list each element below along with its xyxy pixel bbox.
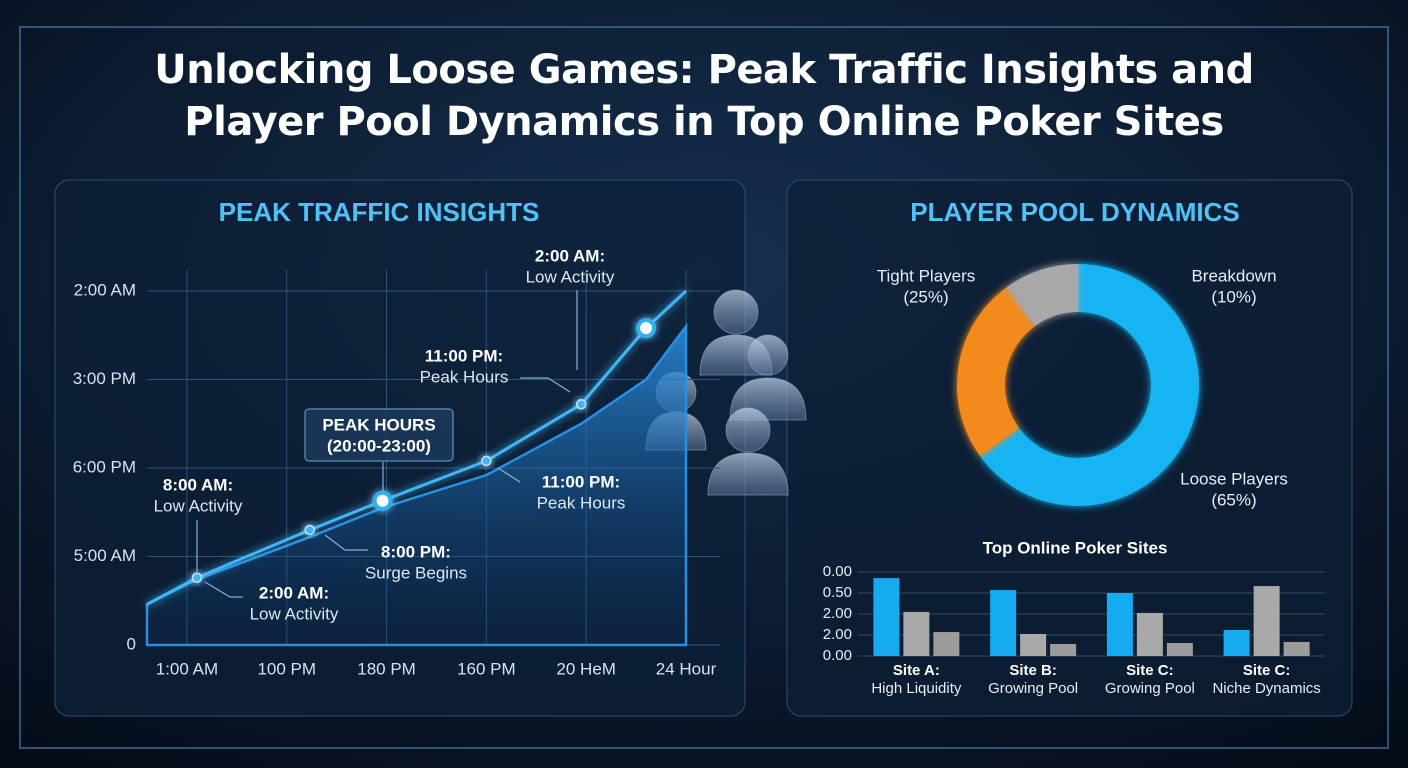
- point: [191, 572, 203, 583]
- y-tick-label: 2:00 AM: [74, 280, 136, 299]
- x-tick-note: Growing Pool: [988, 680, 1078, 697]
- annotation-label: 11:00 PM:: [542, 472, 620, 491]
- bar: [1106, 593, 1133, 656]
- bar: [1050, 644, 1077, 656]
- area: [145, 322, 688, 647]
- x-tick-label: Site A:: [893, 662, 940, 679]
- y-tick-label: 6:00 PM: [73, 457, 136, 476]
- segment-label: Loose Players: [1180, 469, 1288, 488]
- bar: [1283, 641, 1310, 656]
- annotation-text: Low Activity: [526, 267, 615, 286]
- donut-segment: [980, 264, 1199, 506]
- bar: [1020, 633, 1047, 656]
- y-tick-label: 0: [127, 634, 136, 653]
- segment-value: (25%): [903, 287, 948, 306]
- y-tick-label: 3:00 PM: [73, 369, 136, 388]
- y-tick-label: 5:00 AM: [74, 546, 136, 565]
- bar: [1253, 586, 1280, 656]
- segment-value: (65%): [1211, 490, 1256, 509]
- annotation-label: 2:00 AM:: [259, 583, 329, 602]
- right-panel: [786, 179, 1353, 717]
- x-tick-label: 100 PM: [257, 659, 316, 678]
- point: [636, 318, 657, 339]
- annotation-label: 2:00 AM:: [535, 246, 605, 265]
- y-tick-label: 2.00: [823, 626, 852, 643]
- annotation-label: 8:00 PM:: [381, 542, 451, 561]
- annotation-label: 8:00 AM:: [163, 475, 233, 494]
- segment-label: Breakdown: [1191, 266, 1276, 285]
- x-tick-label: Site C:: [1243, 662, 1291, 679]
- callout-box: [304, 408, 454, 462]
- point: [304, 524, 315, 536]
- x-tick-label: 24 Hour: [656, 659, 717, 678]
- leader-line: [204, 581, 231, 598]
- x-tick-label: Site C:: [1126, 662, 1174, 679]
- bar: [1166, 642, 1193, 656]
- donut-segment: [1006, 264, 1078, 326]
- line: [146, 289, 688, 606]
- bar: [990, 590, 1017, 656]
- x-tick-label: Site B:: [1009, 662, 1057, 679]
- y-tick-label: 0.50: [823, 584, 852, 601]
- bar: [1136, 612, 1163, 656]
- x-tick-label: 20 HeM: [556, 659, 616, 678]
- x-tick-label: 180 PM: [357, 659, 416, 678]
- panel-title: PEAK TRAFFIC INSIGHTS: [219, 197, 540, 227]
- point: [372, 490, 393, 511]
- leader-line: [547, 377, 571, 393]
- annotation-text: Surge Begins: [365, 563, 467, 582]
- annotation-text: (20:00-23:00): [327, 436, 431, 455]
- annotation-text: Peak Hours: [420, 367, 509, 386]
- x-tick-note: High Liquidity: [871, 680, 962, 697]
- y-tick-label: 2.00: [823, 605, 852, 622]
- frame: [19, 26, 1389, 749]
- annotation-label: PEAK HOURS: [322, 415, 435, 434]
- chart-title: Top Online Poker Sites: [983, 538, 1168, 557]
- x-tick-note: Niche Dynamics: [1212, 680, 1320, 697]
- x-tick-note: Growing Pool: [1105, 680, 1195, 697]
- bar: [903, 611, 930, 656]
- annotation-text: Low Activity: [154, 496, 243, 515]
- page-title: Unlocking Loose Games: Peak Traffic Insi…: [154, 47, 1254, 145]
- x-tick-label: 1:00 AM: [156, 659, 218, 678]
- segment-label: Tight Players: [877, 266, 976, 285]
- bar: [1223, 629, 1250, 656]
- panel-title: PLAYER POOL DYNAMICS: [910, 197, 1239, 227]
- x-tick-label: 160 PM: [457, 659, 516, 678]
- y-tick-label: 0.00: [823, 563, 852, 580]
- point: [575, 399, 587, 410]
- annotation-text: Peak Hours: [537, 493, 626, 512]
- donut-segment: [956, 287, 1036, 457]
- segment-value: (10%): [1211, 287, 1256, 306]
- leader-line: [497, 467, 521, 483]
- annotation-text: Low Activity: [250, 604, 339, 623]
- leader-line: [324, 534, 346, 551]
- bar: [933, 632, 960, 656]
- bar: [873, 578, 900, 656]
- point: [481, 455, 492, 467]
- y-tick-label: 0.00: [823, 647, 852, 664]
- annotation-label: 11:00 PM:: [425, 346, 503, 365]
